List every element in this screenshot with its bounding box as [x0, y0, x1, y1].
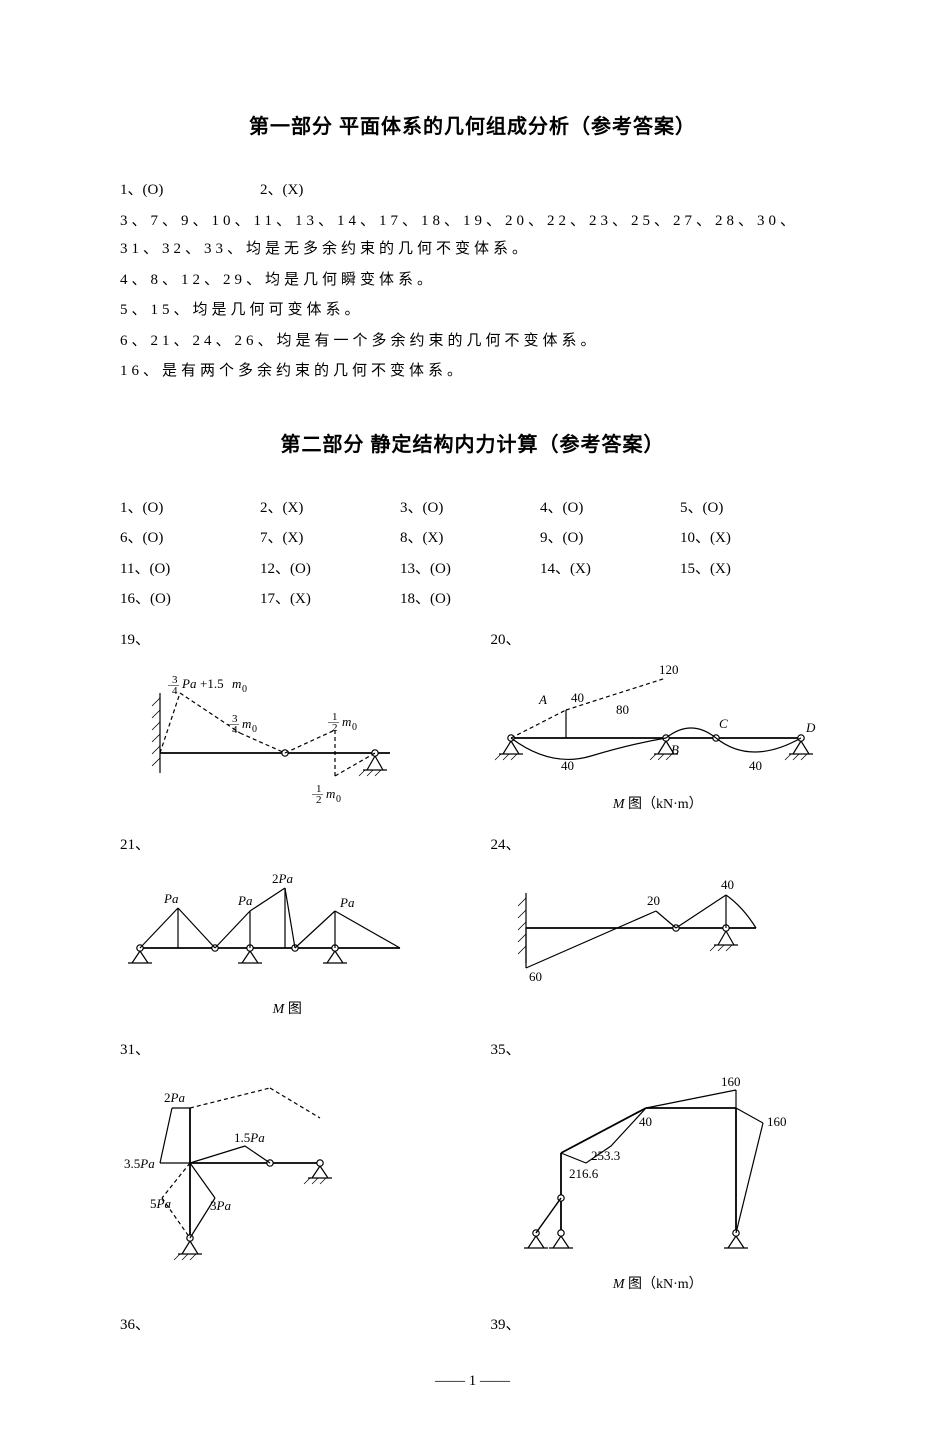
- svg-text:40: 40: [721, 877, 734, 892]
- diagram-35-svg: 160 160 40 253.3 216.6: [491, 1068, 801, 1268]
- s2-r2c2: 7、(X): [260, 524, 340, 553]
- diagram-24-svg: 20 40 60: [491, 863, 791, 993]
- s1-line-d: 6、21、24、26、均是有一个多余约束的几何不变体系。: [120, 327, 825, 356]
- svg-text:m: m: [232, 676, 241, 691]
- s2-r4c2: 17、(X): [260, 585, 340, 614]
- svg-text:4: 4: [172, 685, 178, 697]
- diagram-20-num: 20、: [491, 626, 826, 655]
- svg-text:Pa: Pa: [339, 895, 355, 910]
- diagram-19-svg: 3 ― 4 Pa +1.5 m 0 3 ― 4 m 0 1 ― 2 m 0 1 …: [120, 658, 420, 808]
- diagram-21: 21、: [120, 831, 455, 1024]
- svg-text:Pa: Pa: [181, 676, 197, 691]
- svg-text:0: 0: [242, 684, 247, 695]
- svg-text:160: 160: [767, 1114, 787, 1129]
- svg-text:1.5Pa: 1.5Pa: [234, 1130, 265, 1145]
- svg-text:2Pa: 2Pa: [272, 871, 293, 886]
- s1-ans-1: 1、(O): [120, 176, 200, 205]
- page-number: —— 1 ——: [120, 1367, 825, 1396]
- s1-line-a: 3、7、9、10、11、13、14、17、18、19、20、22、23、25、2…: [120, 207, 825, 264]
- svg-text:2: 2: [332, 722, 338, 734]
- s2-r1c4: 4、(O): [540, 494, 620, 523]
- diagram-19-num: 19、: [120, 626, 455, 655]
- svg-text:40: 40: [571, 690, 584, 705]
- diagram-36-num: 36、: [120, 1311, 455, 1340]
- svg-text:A: A: [538, 692, 547, 707]
- s1-line-e: 16、是有两个多余约束的几何不变体系。: [120, 357, 825, 386]
- s2-r2c3: 8、(X): [400, 524, 480, 553]
- svg-text:m: m: [342, 714, 351, 729]
- section1-line1: 1、(O) 2、(X): [120, 176, 825, 205]
- svg-text:0: 0: [252, 724, 257, 735]
- svg-text:3Pa: 3Pa: [210, 1198, 231, 1213]
- section2-answer-grid: 1、(O) 2、(X) 3、(O) 4、(O) 5、(O) 6、(O) 7、(X…: [120, 494, 825, 614]
- svg-text:+1.5: +1.5: [200, 676, 224, 691]
- diagram-31-svg: 2Pa 1.5Pa 3.5Pa 5Pa 3Pa: [120, 1068, 380, 1268]
- svg-text:40: 40: [749, 758, 762, 773]
- svg-text:m: m: [242, 716, 251, 731]
- diagram-35-caption: M 图（kN·m）: [491, 1272, 826, 1299]
- diagram-21-caption: M 图: [120, 997, 455, 1024]
- diagram-24-num: 24、: [491, 831, 826, 860]
- diagram-31-num: 31、: [120, 1036, 455, 1065]
- svg-text:40: 40: [639, 1114, 652, 1129]
- svg-text:m: m: [326, 786, 335, 801]
- diagram-19: 19、: [120, 626, 455, 819]
- svg-text:5Pa: 5Pa: [150, 1196, 171, 1211]
- svg-text:2Pa: 2Pa: [164, 1090, 185, 1105]
- s2-r1c1: 1、(O): [120, 494, 200, 523]
- s1-line-b: 4、8、12、29、均是几何瞬变体系。: [120, 266, 825, 295]
- s2-r3c3: 13、(O): [400, 555, 480, 584]
- svg-text:D: D: [805, 720, 816, 735]
- svg-text:80: 80: [616, 702, 629, 717]
- diagram-grid: 19、: [120, 626, 825, 1344]
- s2-r4c3: 18、(O): [400, 585, 480, 614]
- svg-text:160: 160: [721, 1074, 741, 1089]
- diagram-20-svg: A 40 80 120 B C D 40 40: [491, 658, 821, 788]
- section1-title: 第一部分 平面体系的几何组成分析（参考答案）: [120, 108, 825, 146]
- s2-r2c5: 10、(X): [680, 524, 760, 553]
- section2-title: 第二部分 静定结构内力计算（参考答案）: [120, 426, 825, 464]
- svg-text:40: 40: [561, 758, 574, 773]
- svg-text:20: 20: [647, 893, 660, 908]
- diagram-35-num: 35、: [491, 1036, 826, 1065]
- s2-r2c4: 9、(O): [540, 524, 620, 553]
- s2-r1c3: 3、(O): [400, 494, 480, 523]
- s2-r3c1: 11、(O): [120, 555, 200, 584]
- svg-text:Pa: Pa: [163, 891, 179, 906]
- diagram-20-caption: M 图（kN·m）: [491, 792, 826, 819]
- svg-text:0: 0: [336, 794, 341, 805]
- svg-text:60: 60: [529, 969, 542, 984]
- svg-text:253.3: 253.3: [591, 1148, 620, 1163]
- s1-ans-2: 2、(X): [260, 176, 340, 205]
- s2-r3c4: 14、(X): [540, 555, 620, 584]
- diagram-36: 36、: [120, 1311, 455, 1344]
- svg-text:4: 4: [232, 724, 238, 736]
- s2-r2c1: 6、(O): [120, 524, 200, 553]
- diagram-39-num: 39、: [491, 1311, 826, 1340]
- s2-r3c5: 15、(X): [680, 555, 760, 584]
- diagram-24: 24、: [491, 831, 826, 1024]
- svg-text:216.6: 216.6: [569, 1166, 599, 1181]
- svg-text:3.5Pa: 3.5Pa: [124, 1156, 155, 1171]
- svg-text:Pa: Pa: [237, 893, 253, 908]
- s1-line-c: 5、15、均是几何可变体系。: [120, 296, 825, 325]
- diagram-20: 20、: [491, 626, 826, 819]
- diagram-21-num: 21、: [120, 831, 455, 860]
- svg-text:2: 2: [316, 794, 322, 806]
- diagram-39: 39、: [491, 1311, 826, 1344]
- diagram-21-svg: Pa Pa 2Pa Pa: [120, 863, 420, 993]
- s2-r1c5: 5、(O): [680, 494, 760, 523]
- svg-text:0: 0: [352, 722, 357, 733]
- diagram-31: 31、: [120, 1036, 455, 1299]
- svg-text:120: 120: [659, 662, 679, 677]
- s2-r1c2: 2、(X): [260, 494, 340, 523]
- svg-text:B: B: [671, 742, 679, 757]
- diagram-35: 35、: [491, 1036, 826, 1299]
- s2-r4c1: 16、(O): [120, 585, 200, 614]
- svg-text:C: C: [719, 716, 728, 731]
- s2-r3c2: 12、(O): [260, 555, 340, 584]
